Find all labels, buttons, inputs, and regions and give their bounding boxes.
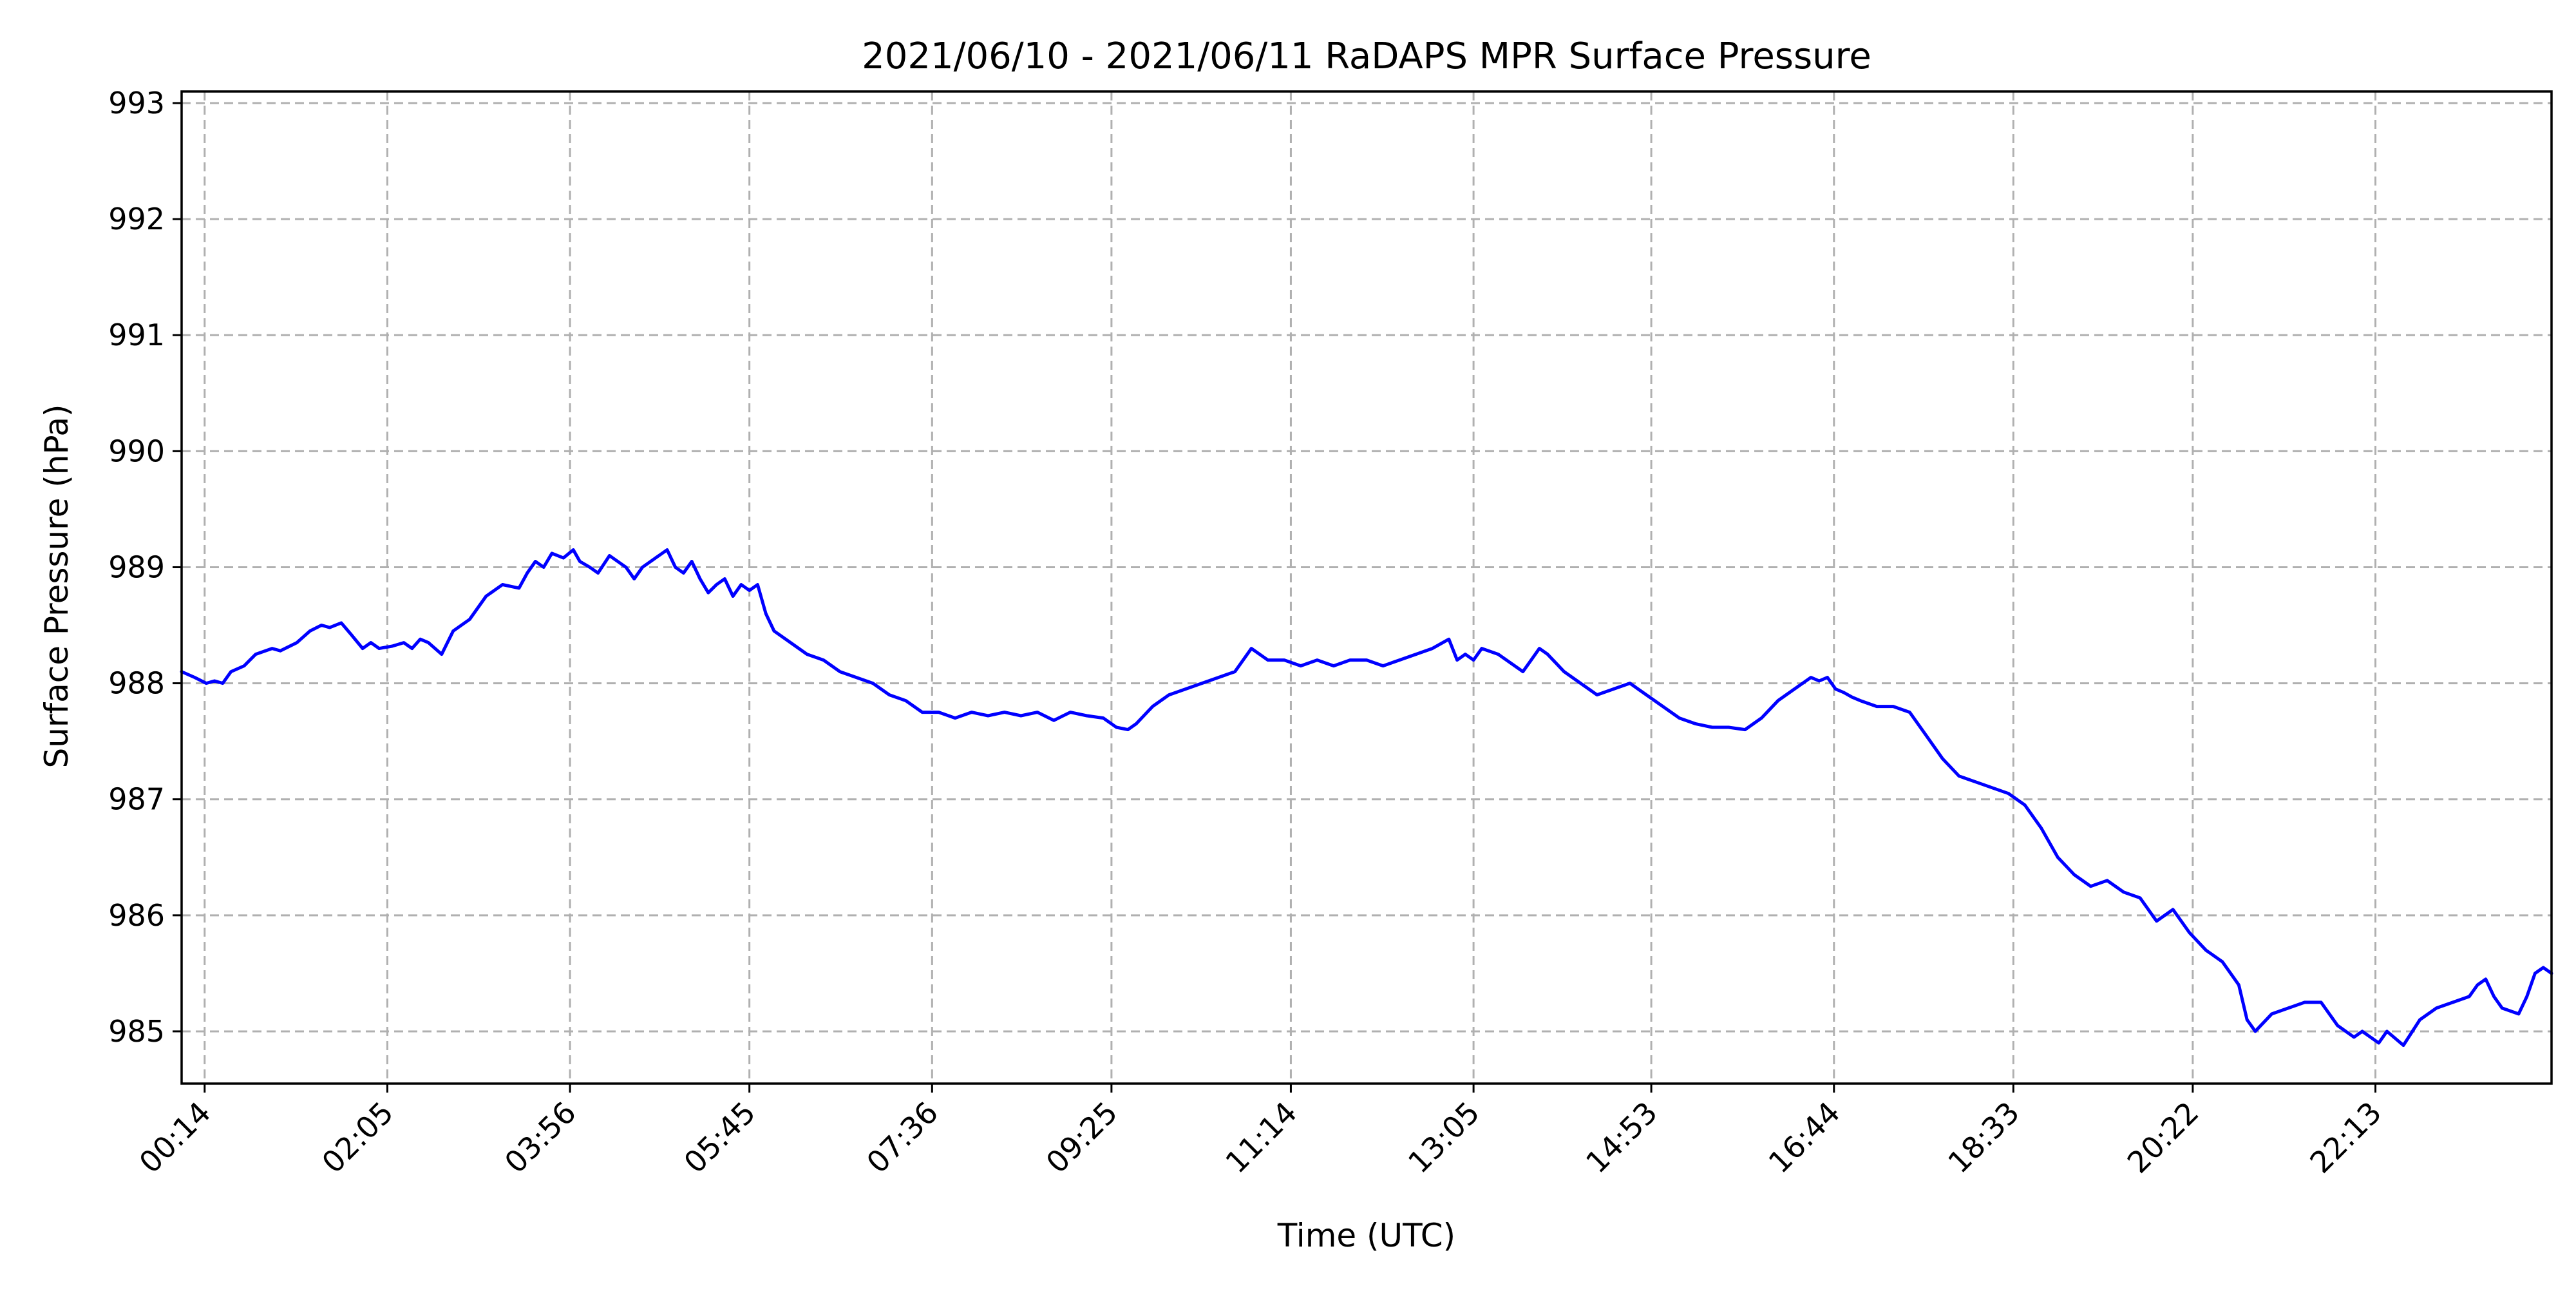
- x-tick-label: 18:33: [1941, 1095, 2026, 1180]
- x-tick-label: 03:56: [498, 1095, 583, 1180]
- x-tick-label: 11:14: [1218, 1095, 1303, 1180]
- x-axis-label: Time (UTC): [1277, 1217, 1455, 1254]
- x-tick-label: 14:53: [1579, 1095, 1664, 1180]
- y-axis-label: Surface Pressure (hPa): [38, 404, 75, 768]
- x-tick-label: 16:44: [1762, 1095, 1847, 1180]
- x-tick-label: 13:05: [1401, 1095, 1486, 1180]
- x-tick-label: 07:36: [860, 1095, 945, 1180]
- y-tick-label: 990: [108, 434, 165, 468]
- y-tick-label: 988: [108, 666, 165, 701]
- x-axis-ticks: 00:14 02:05 03:56 05:45 07:36 09:25 11:14 13:05…: [133, 1084, 2388, 1180]
- x-tick-label: 02:05: [315, 1095, 400, 1180]
- series-layer: [180, 548, 2553, 1047]
- y-tick-label: 985: [108, 1014, 165, 1049]
- y-tick-label: 989: [108, 550, 165, 584]
- y-tick-label: 986: [108, 898, 165, 933]
- x-tick-label: 09:25: [1039, 1095, 1124, 1180]
- plot-frame: [180, 90, 2553, 1085]
- x-tick-label: 00:14: [133, 1095, 218, 1180]
- x-tick-label: 22:13: [2303, 1095, 2388, 1180]
- y-tick-label: 991: [108, 318, 165, 352]
- pressure-series-line: [180, 548, 2553, 1047]
- grid-layer: [182, 91, 2552, 1084]
- y-tick-label: 987: [108, 782, 165, 817]
- x-tick-label: 05:45: [677, 1095, 762, 1180]
- y-axis-ticks: 985 986 987 988 989 990 991 992 993: [108, 86, 182, 1049]
- chart-title: 2021/06/10 - 2021/06/11 RaDAPS MPR Surfa…: [862, 35, 1871, 77]
- x-tick-label: 20:22: [2121, 1095, 2206, 1180]
- y-tick-label: 992: [108, 202, 165, 236]
- y-tick-label: 993: [108, 86, 165, 120]
